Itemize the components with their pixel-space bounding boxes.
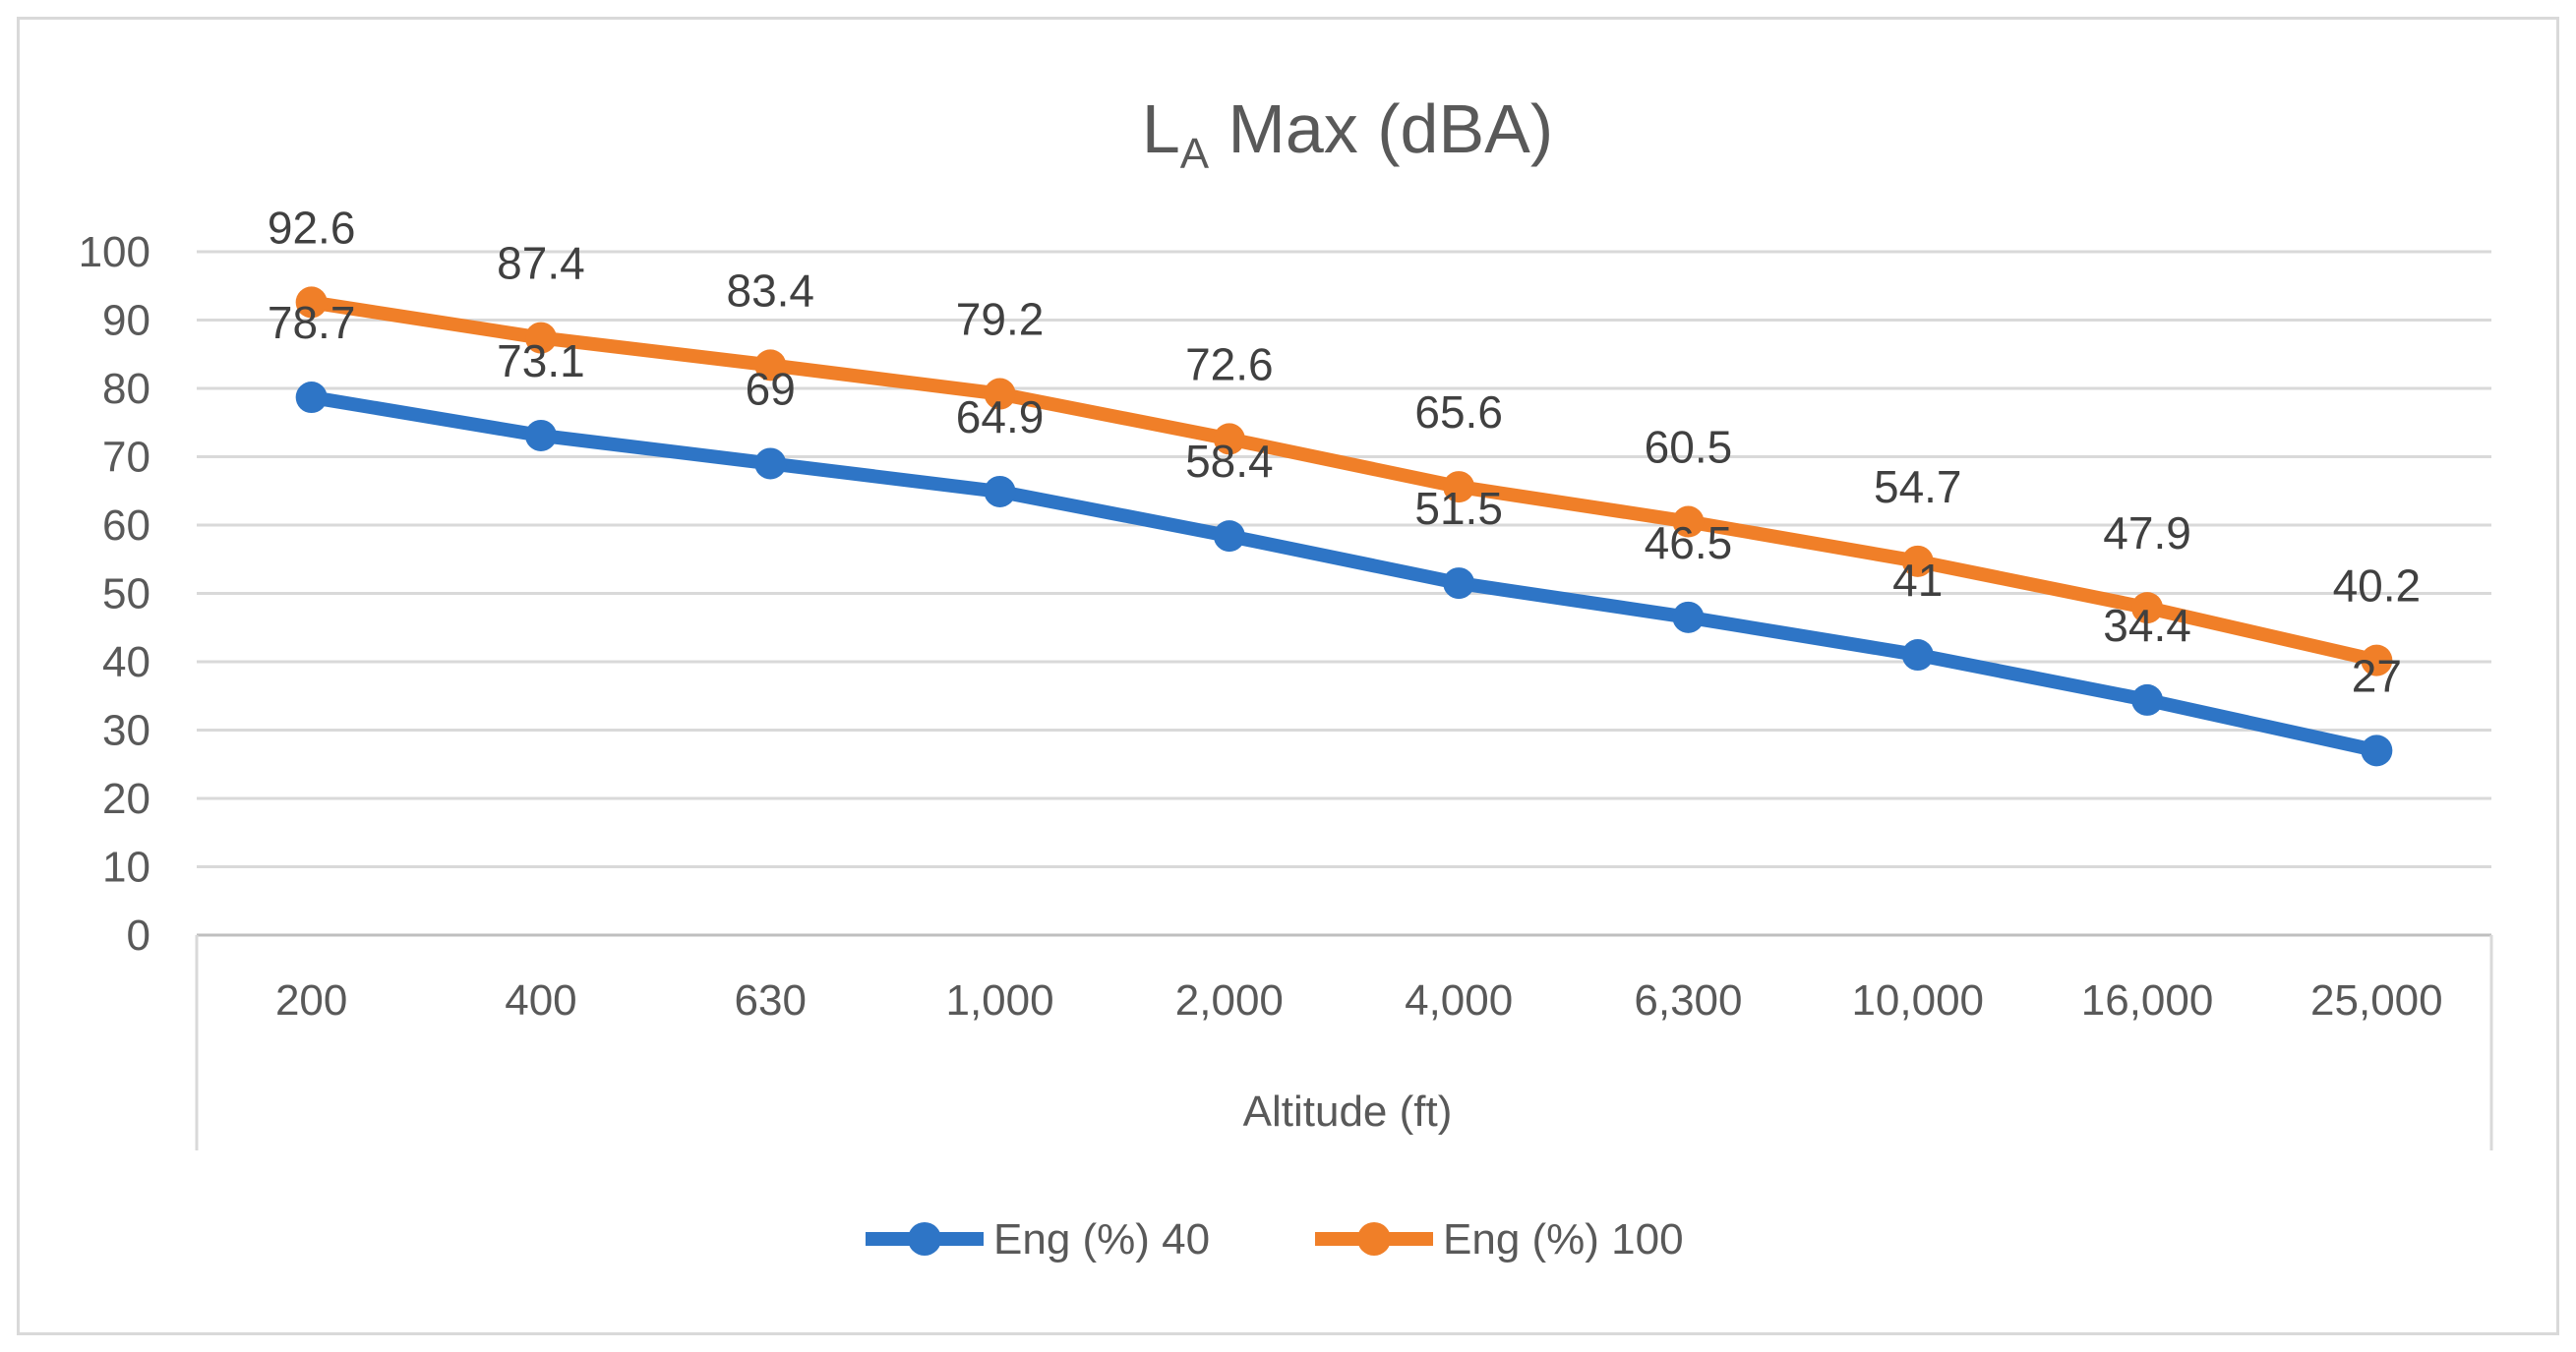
- series-2-data-label: 54.7: [1874, 461, 1962, 512]
- y-tick-label: 0: [127, 911, 150, 960]
- x-tick-label: 25,000: [2310, 976, 2443, 1025]
- series-2-data-label: 87.4: [497, 238, 585, 289]
- y-tick-label: 10: [102, 844, 150, 892]
- series-1-point: [1672, 601, 1705, 633]
- series-2-data-label: 47.9: [2103, 507, 2191, 558]
- series-1-point: [295, 382, 328, 414]
- y-tick-label: 60: [102, 501, 150, 550]
- y-tick-label: 50: [102, 570, 150, 618]
- series-2-point: [2361, 644, 2393, 676]
- legend-marker-2: [1357, 1222, 1391, 1256]
- series-2-data-label: 92.6: [268, 202, 356, 253]
- chart-title: LA Max (dBA): [1142, 90, 1553, 178]
- series-1-point: [1901, 639, 1934, 672]
- series-2-point: [1672, 505, 1705, 538]
- series-2-data-label: 60.5: [1645, 422, 1733, 473]
- series-2-data-label: 83.4: [726, 265, 814, 316]
- x-tick-label: 16,000: [2081, 976, 2214, 1025]
- legend: Eng (%) 40 Eng (%) 100: [866, 1215, 1684, 1264]
- series-1-data-label: 58.4: [1185, 436, 1274, 487]
- legend-label-1: Eng (%) 40: [993, 1215, 1210, 1264]
- series-1-data-label: 34.4: [2103, 600, 2191, 651]
- series-1-point: [1213, 520, 1245, 553]
- legend-label-2: Eng (%) 100: [1443, 1215, 1684, 1264]
- series-1-data-label: 78.7: [268, 297, 356, 348]
- y-tick-label: 90: [102, 297, 150, 345]
- series-layer: [295, 286, 2393, 767]
- series-2-point: [754, 349, 787, 382]
- series-2-point: [984, 378, 1016, 410]
- grid-layer: [197, 250, 2491, 937]
- series-1-point: [524, 419, 557, 451]
- y-tick-label: 40: [102, 638, 150, 686]
- series-line-2: [304, 295, 2384, 668]
- label-layer: 78.7 73.1 69 64.9 58.4 51.5 46.5 41 34.4 27 92.6 87…: [268, 202, 2421, 701]
- y-tick-label: 20: [102, 775, 150, 823]
- series-2-point: [2131, 592, 2164, 624]
- y-tick-label: 30: [102, 707, 150, 755]
- series-1-point: [754, 447, 787, 480]
- series-2-point: [1443, 471, 1475, 503]
- series-1-point: [984, 475, 1016, 507]
- series-2-data-label: 40.2: [2333, 560, 2422, 612]
- series-1-point: [2361, 735, 2393, 767]
- series-1-data-label: 64.9: [956, 391, 1045, 442]
- series-2-data-label: 65.6: [1414, 386, 1503, 438]
- series-1-data-label: 46.5: [1645, 517, 1733, 568]
- y-tick-label: 80: [102, 365, 150, 413]
- series-2-point: [524, 322, 557, 354]
- axis-layer: 0 10 20 30 40 50 60 70 80 90 100 200 400 630 1,000 2,00…: [79, 228, 2493, 1150]
- x-tick-label: 400: [505, 976, 576, 1025]
- x-tick-label: 6,300: [1634, 976, 1742, 1025]
- series-1-data-label: 51.5: [1414, 483, 1503, 534]
- series-2-point: [1213, 423, 1245, 455]
- y-tick-label: 70: [102, 434, 150, 482]
- y-tick-label: 100: [79, 228, 150, 276]
- series-1-data-label: 27: [2352, 650, 2402, 701]
- series-line-1: [304, 390, 2384, 758]
- x-tick-label: 200: [275, 976, 347, 1025]
- series-2-point: [295, 286, 328, 319]
- series-1-point: [2131, 683, 2164, 716]
- series-1-point: [1443, 567, 1475, 600]
- x-tick-label: 10,000: [1851, 976, 1984, 1025]
- chart-frame: LA Max (dBA) 0 10 20 30 40 50 60 70 80 90 100 200 40…: [17, 17, 2559, 1335]
- series-2-data-label: 72.6: [1185, 338, 1274, 389]
- legend-marker-1: [908, 1222, 941, 1256]
- series-1-data-label: 41: [1892, 555, 1943, 606]
- series-1-data-label: 69: [746, 363, 796, 414]
- series-1-data-label: 73.1: [497, 335, 585, 386]
- series-2-point: [1901, 545, 1934, 577]
- x-tick-label: 4,000: [1405, 976, 1513, 1025]
- x-tick-label: 1,000: [945, 976, 1053, 1025]
- x-tick-label: 2,000: [1175, 976, 1284, 1025]
- chart-svg: LA Max (dBA) 0 10 20 30 40 50 60 70 80 90 100 200 40…: [79, 90, 2493, 1264]
- x-tick-label: 630: [735, 976, 807, 1025]
- series-2-data-label: 79.2: [956, 294, 1045, 345]
- x-axis-title: Altitude (ft): [1243, 1087, 1453, 1136]
